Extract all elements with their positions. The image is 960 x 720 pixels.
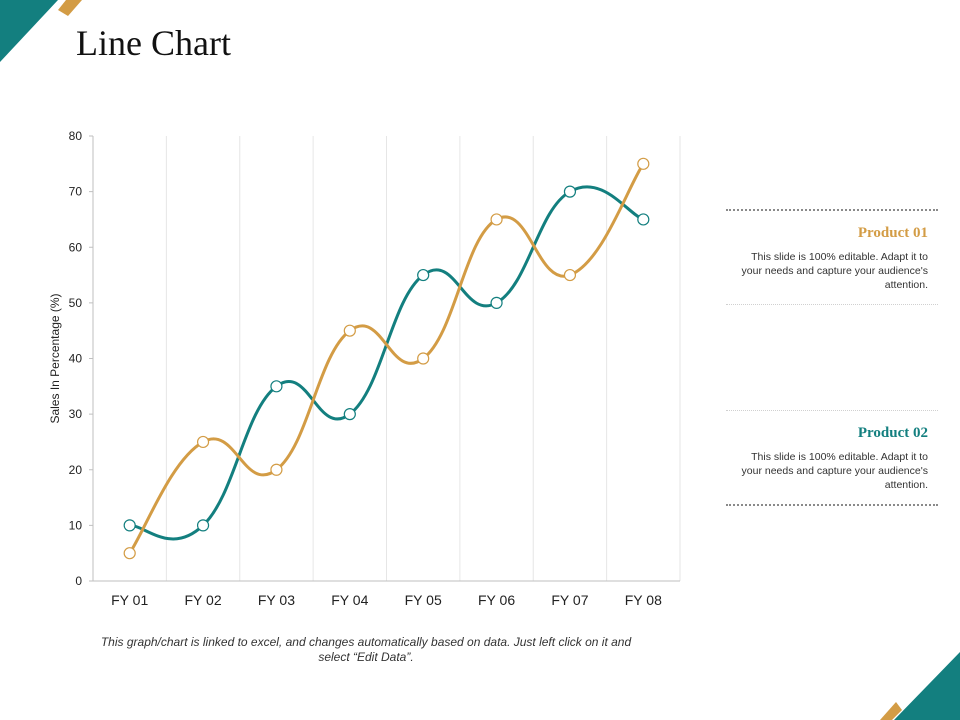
x-tick-label: FY 03 <box>258 592 295 608</box>
series-line <box>129 185 644 541</box>
legend-title: Product 02 <box>857 425 928 441</box>
x-tick-label: FY 05 <box>405 592 442 608</box>
y-tick-label: 60 <box>69 240 83 254</box>
x-tick-label: FY 08 <box>625 592 662 608</box>
legend-divider <box>726 410 938 411</box>
data-point <box>343 408 356 421</box>
y-tick-label: 50 <box>69 296 83 310</box>
legend-description: This slide is 100% editable. Adapt it to… <box>741 251 928 291</box>
page-title: Line Chart <box>76 23 231 63</box>
y-tick-label: 30 <box>69 407 83 421</box>
data-point <box>637 157 650 170</box>
data-point <box>563 268 577 282</box>
line-chart: 0 10 20 30 40 50 60 70 80 FY 01 FY 02 FY 03 FY 04 FY … <box>48 129 681 608</box>
data-point <box>490 296 503 309</box>
series-line <box>128 162 645 555</box>
y-tick-label: 70 <box>69 185 83 199</box>
legend-divider <box>726 209 938 211</box>
y-tick-label: 40 <box>69 352 83 366</box>
data-point <box>270 380 283 393</box>
data-point <box>417 352 430 365</box>
data-point <box>343 324 356 337</box>
data-point <box>563 185 577 198</box>
data-point <box>123 547 136 560</box>
footnote: This graph/chart is linked to excel, and… <box>100 635 632 664</box>
x-tick-label: FY 01 <box>111 592 148 608</box>
legend-card-product-01: Product 01 This slide is 100% editable. … <box>726 209 938 305</box>
data-point <box>270 463 283 476</box>
y-tick-label: 80 <box>69 129 83 143</box>
data-point <box>123 519 136 532</box>
x-tick-label: FY 04 <box>331 592 368 608</box>
legend-title: Product 01 <box>857 225 928 241</box>
y-tick-label: 10 <box>69 518 83 532</box>
data-point <box>196 435 210 449</box>
x-tick-label: FY 06 <box>478 592 515 608</box>
x-tick-label: FY 07 <box>551 592 588 608</box>
data-point <box>196 519 210 532</box>
corner-decoration-bottom-right <box>880 652 960 720</box>
y-tick-label: 0 <box>75 574 82 588</box>
legend-divider <box>726 304 938 305</box>
legend-description: This slide is 100% editable. Adapt it to… <box>741 451 928 491</box>
legend-card-product-02: Product 02 This slide is 100% editable. … <box>726 410 938 506</box>
x-tick-label: FY 02 <box>185 592 222 608</box>
data-point <box>490 213 503 226</box>
y-tick-label: 20 <box>69 463 83 477</box>
legend-divider <box>726 504 938 506</box>
data-point <box>637 213 650 226</box>
data-point <box>417 268 430 282</box>
corner-decoration-top-left <box>0 0 82 62</box>
y-axis-label: Sales In Percentage (%) <box>48 293 62 423</box>
